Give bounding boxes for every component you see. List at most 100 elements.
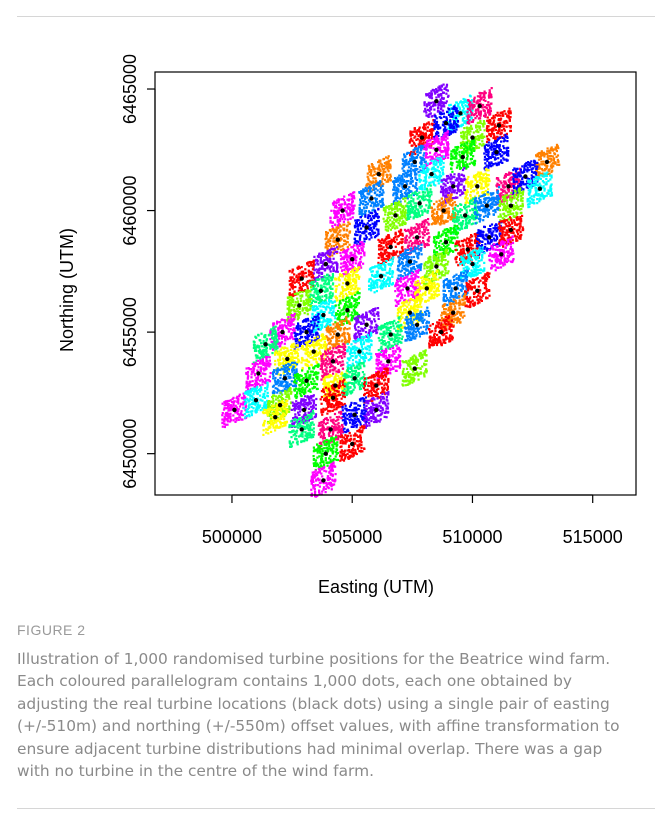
y-axis: 6450000 6455000 6460000 6465000 <box>120 54 156 489</box>
turbine-point <box>465 247 470 252</box>
turbine-point <box>494 150 499 155</box>
bottom-divider <box>17 808 655 809</box>
turbine-point <box>333 383 338 388</box>
x-tick-label: 510000 <box>442 527 502 547</box>
y-tick-label: 6455000 <box>120 297 140 367</box>
turbine-cloud <box>396 243 423 281</box>
turbine-cloud <box>339 425 366 462</box>
turbine-point <box>378 274 384 279</box>
turbine-point <box>475 288 480 293</box>
turbine-point <box>335 237 340 242</box>
turbine-cloud <box>339 241 366 278</box>
turbine-point <box>451 310 456 315</box>
turbine-cloud <box>252 325 279 364</box>
turbine-point <box>318 288 324 293</box>
turbine-cloud <box>319 378 346 416</box>
turbine-point <box>388 332 393 337</box>
turbine-point <box>364 322 369 327</box>
turbine-point <box>499 252 504 257</box>
turbine-cloud <box>423 83 450 118</box>
turbine-cloud <box>310 461 337 498</box>
turbine-point <box>376 171 381 177</box>
turbine-point <box>405 286 410 291</box>
turbine-point <box>407 310 413 315</box>
figure-label: FIGURE 2 <box>17 622 86 638</box>
turbine-point <box>417 201 422 206</box>
turbine-point <box>487 235 492 240</box>
turbine-cloud <box>488 235 515 272</box>
turbine-point <box>434 147 439 152</box>
turbine-point <box>352 376 357 381</box>
turbine-cloud <box>319 342 347 381</box>
turbine-cloud <box>403 306 431 342</box>
turbine-point <box>441 208 446 213</box>
turbine-point <box>335 332 340 337</box>
turbine-point <box>232 407 237 413</box>
turbine-point <box>477 103 482 109</box>
turbine-cloud <box>418 155 445 191</box>
x-tick-label: 515000 <box>563 527 623 547</box>
turbine-cloud <box>362 390 390 429</box>
turbine-point <box>330 395 336 400</box>
turbine-point <box>544 159 550 165</box>
turbine-point <box>340 208 345 213</box>
turbine-point <box>443 240 449 245</box>
turbine-point <box>323 261 328 267</box>
turbine-point <box>470 135 475 140</box>
turbine-point <box>484 203 490 208</box>
turbine-point <box>352 412 357 417</box>
turbine-point <box>506 184 511 189</box>
turbine-cloud <box>473 186 501 225</box>
y-tick-label: 6465000 <box>120 54 140 124</box>
turbine-cloud <box>423 130 450 169</box>
turbine-point <box>374 383 379 388</box>
turbine-point <box>453 286 458 291</box>
turbine-cloud <box>353 207 380 246</box>
turbine-cloud <box>358 180 385 217</box>
turbine-point <box>412 159 417 165</box>
caption-text: Illustration of 1,000 randomised turbine… <box>17 650 620 781</box>
turbine-point <box>304 378 309 383</box>
turbine-point <box>460 154 465 160</box>
turbine-point <box>263 342 268 347</box>
turbine-point <box>350 441 355 447</box>
turbine-point <box>273 415 278 420</box>
figure-caption: FIGURE 2 Illustration of 1,000 randomise… <box>17 622 637 782</box>
turbine-cloud <box>245 355 272 393</box>
turbine-point <box>256 371 261 376</box>
turbine-point <box>508 227 514 233</box>
turbine-cloud <box>433 105 460 142</box>
turbine-cloud <box>466 87 493 125</box>
turbine-cloud <box>312 246 339 283</box>
turbine-cloud <box>329 191 356 230</box>
turbine-point <box>402 184 408 189</box>
turbine-point <box>443 120 449 126</box>
turbine-cloud <box>334 266 361 303</box>
turbine-point <box>299 427 304 432</box>
x-axis: 500000 505000 510000 515000 <box>202 494 623 547</box>
turbine-cloud <box>440 292 467 331</box>
turbine-point <box>345 281 350 286</box>
turbine-point <box>285 356 290 362</box>
turbine-point <box>345 308 350 313</box>
turbine-cloud <box>307 273 335 310</box>
turbine-point <box>330 359 336 364</box>
turbine-point <box>304 329 309 335</box>
turbine-cloud <box>221 390 248 429</box>
turbine-point <box>475 184 480 189</box>
turbine-point <box>299 276 304 281</box>
turbine-point <box>463 213 468 218</box>
turbine-point <box>386 359 391 364</box>
x-tick-label: 505000 <box>322 527 382 547</box>
turbine-point <box>496 123 502 128</box>
turbine-point <box>388 244 393 250</box>
turbine-point <box>429 171 434 177</box>
turbine-point <box>374 407 379 413</box>
turbine-point <box>414 322 420 327</box>
x-axis-label: Easting (UTM) <box>318 577 434 597</box>
turbine-point <box>328 427 333 432</box>
turbine-cloud <box>483 133 510 172</box>
turbine-point <box>451 184 456 189</box>
scatter-chart: 500000 505000 510000 515000 645000064550006… <box>57 54 637 597</box>
